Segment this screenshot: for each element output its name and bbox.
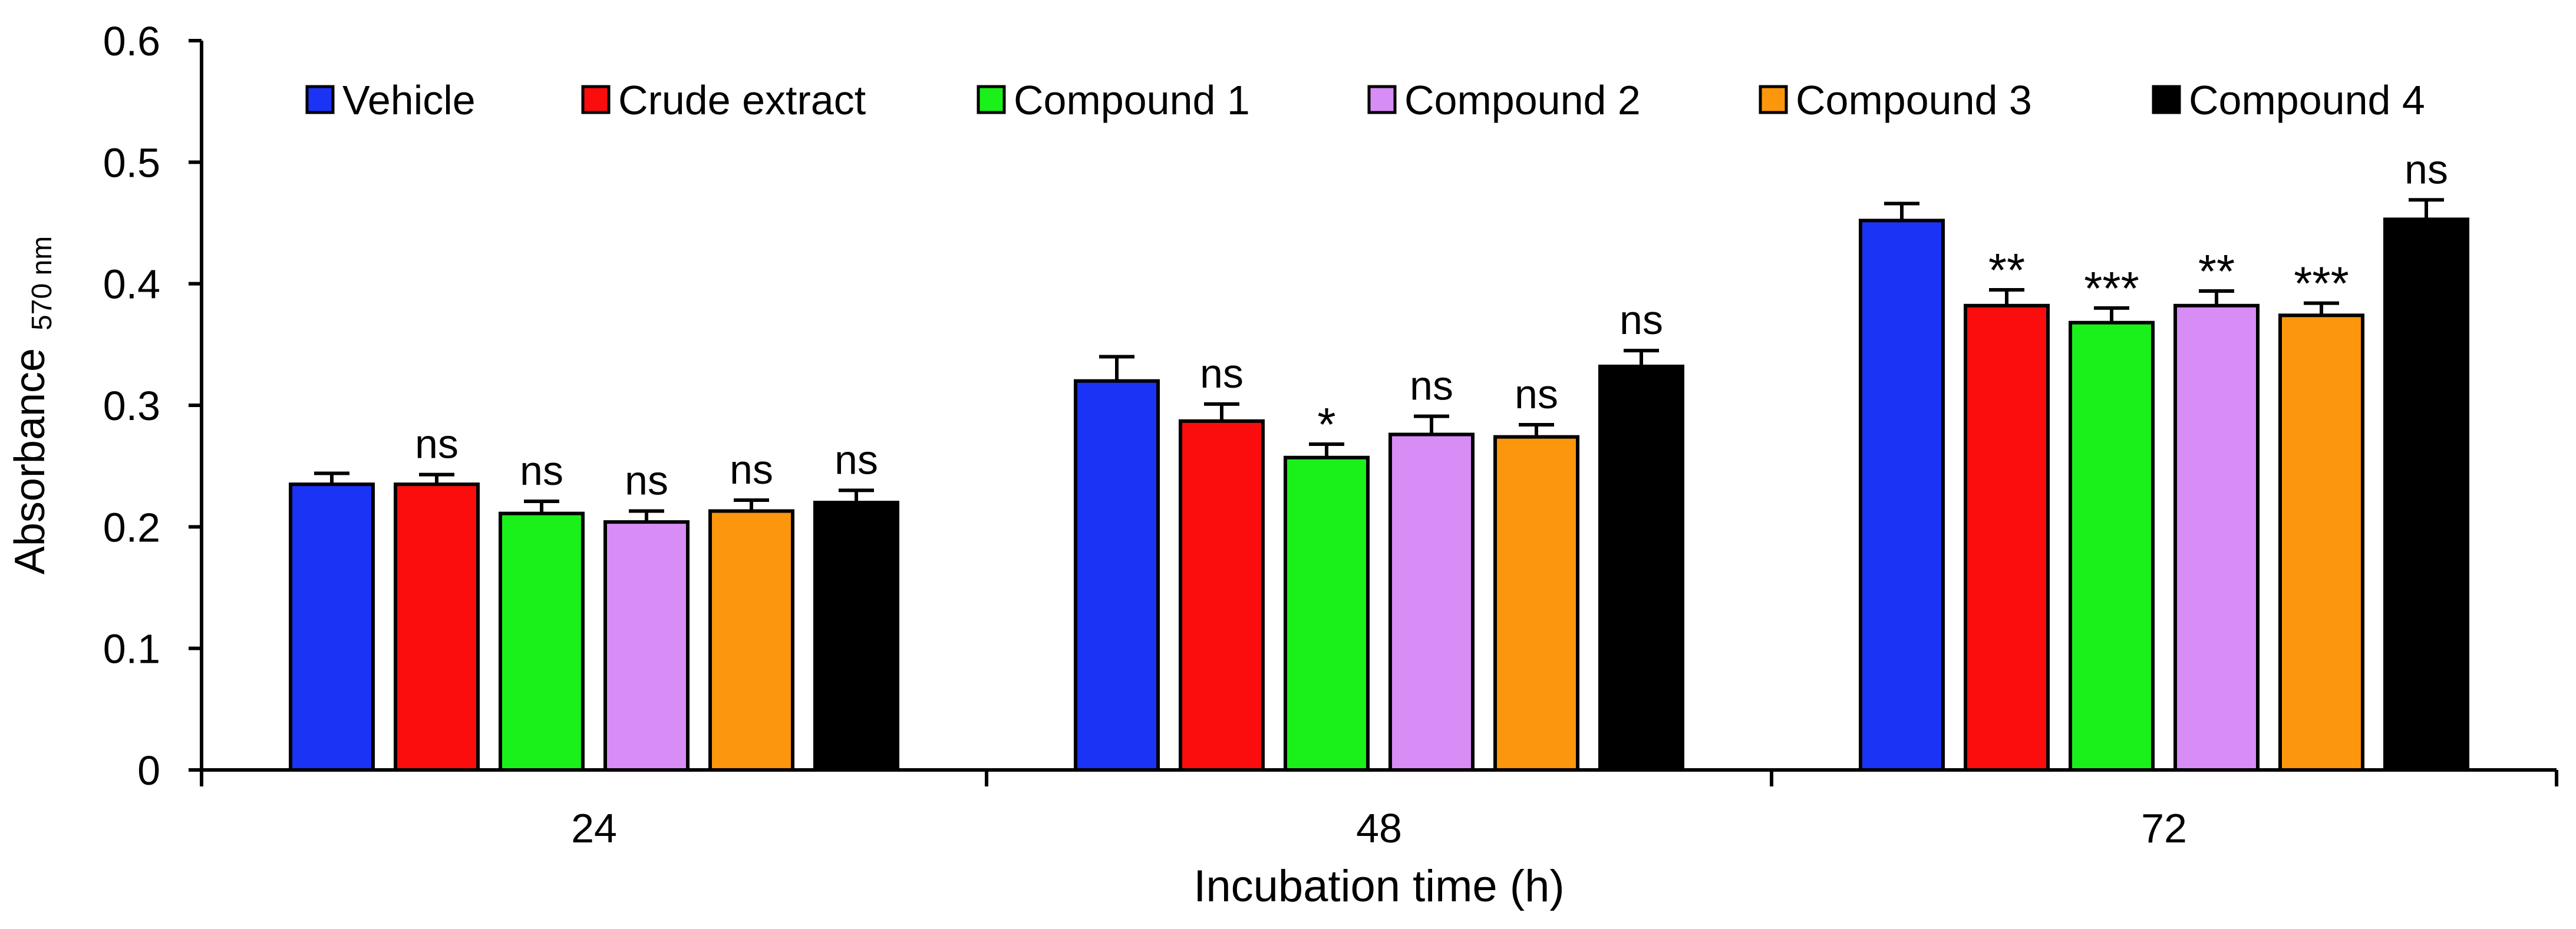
legend-label: Compound 4 [2189, 77, 2425, 123]
bar [1388, 432, 1475, 772]
x-tick-label: 48 [1356, 805, 1402, 851]
significance-label: ns [625, 458, 668, 504]
legend-swatch [1759, 85, 1788, 114]
bar [2278, 313, 2364, 772]
y-ticks: 0 0.1 0.2 0.3 0.4 0.5 0.6 [103, 18, 202, 794]
bar [289, 482, 375, 772]
bar [1179, 419, 1265, 772]
bar [1493, 435, 1579, 772]
significance-label: ** [1988, 244, 2025, 296]
bar [1964, 303, 2050, 772]
bar [813, 501, 899, 772]
y-tick-label: 0.6 [103, 18, 160, 64]
significance-label: * [1317, 398, 1335, 451]
bar [1074, 379, 1160, 772]
significance-label: ns [1620, 297, 1663, 343]
bar [708, 509, 794, 772]
bar [1859, 219, 1945, 772]
legend-swatch [1367, 85, 1397, 114]
bar [1598, 364, 1684, 772]
bars [289, 198, 2469, 772]
legend-label: Vehicle [342, 77, 476, 123]
bar [2383, 217, 2469, 772]
y-tick-label: 0.1 [103, 626, 160, 672]
bar [1284, 455, 1370, 772]
significance-label: ns [415, 421, 459, 467]
x-axis-title: Incubation time (h) [1193, 861, 1564, 911]
legend-label: Compound 2 [1404, 77, 1641, 123]
bar [2069, 320, 2155, 772]
x-ticks: 24 48 72 [200, 770, 2558, 851]
bar [2173, 303, 2260, 772]
x-tick-label: 24 [571, 805, 617, 851]
significance-label: ns [2405, 146, 2448, 192]
legend-swatch [977, 85, 1006, 114]
legend-swatch [2152, 85, 2181, 114]
significance-label: ns [835, 437, 878, 482]
bar [394, 482, 480, 772]
legend-label: Crude extract [618, 77, 866, 123]
y-tick-label: 0.5 [103, 140, 160, 186]
significance-label: *** [2294, 257, 2349, 310]
y-tick-label: 0.4 [103, 262, 160, 308]
bar [499, 511, 585, 772]
y-axis-title-main: Absorbance [6, 348, 54, 574]
significance-label: ns [520, 448, 563, 494]
significance-label: *** [2084, 262, 2139, 315]
y-tick-label: 0.3 [103, 383, 160, 429]
significance-label: ns [1410, 363, 1453, 409]
legend-swatch [581, 85, 611, 114]
y-axis-title-subscript: 570 nm [27, 236, 58, 330]
y-tick-label: 0 [137, 748, 160, 794]
legend-swatch [305, 85, 335, 114]
significance-label: ns [1200, 351, 1244, 396]
significance-label: ** [2198, 245, 2235, 297]
significance-label: ns [1515, 371, 1558, 417]
y-axis-title: Absorbance 570 nm [6, 236, 58, 574]
legend-label: Compound 1 [1014, 77, 1250, 123]
legend-label: Compound 3 [1796, 77, 2032, 123]
x-tick-label: 72 [2141, 805, 2187, 851]
y-tick-label: 0.2 [103, 504, 160, 550]
legend: Vehicle Crude extract Compound 1 Compound 2… [305, 77, 2425, 123]
significance-label: ns [730, 447, 773, 492]
bar [603, 520, 690, 772]
